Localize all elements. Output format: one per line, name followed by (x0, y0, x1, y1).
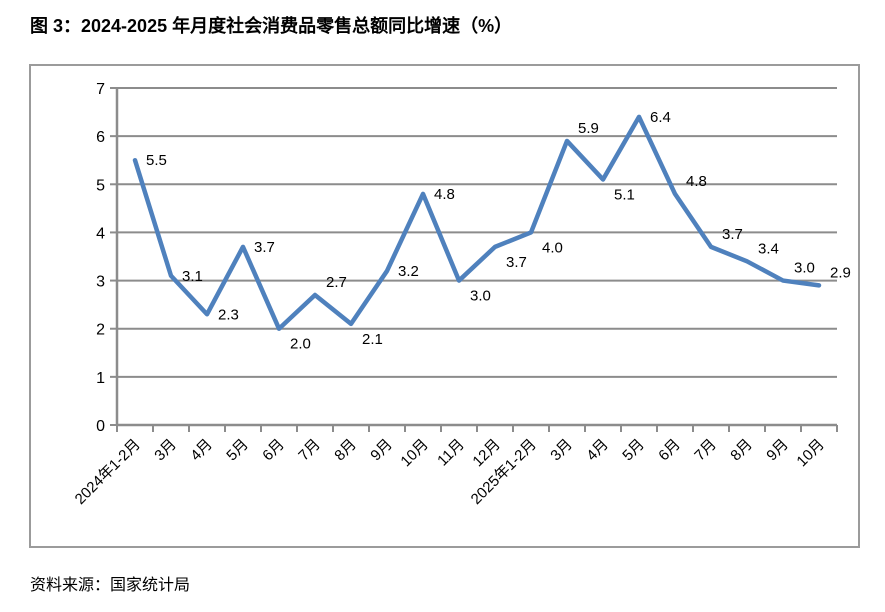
data-label: 2.1 (362, 331, 383, 348)
x-tick-label: 5月 (619, 436, 648, 465)
y-tick-label: 1 (96, 370, 105, 387)
data-label: 6.4 (650, 109, 671, 126)
x-tick-label: 5月 (223, 436, 252, 465)
x-tick-label: 9月 (367, 436, 396, 465)
data-label: 2.0 (290, 336, 311, 353)
line-series (132, 114, 822, 331)
x-tick-label: 3月 (547, 436, 576, 465)
data-label: 3.7 (722, 226, 743, 243)
y-tick-label: 2 (96, 322, 105, 339)
x-tick-label: 10月 (793, 436, 827, 470)
data-label: 4.8 (434, 186, 455, 203)
x-tick-label: 2024年1-2月 (72, 436, 144, 508)
data-label: 2.7 (326, 274, 347, 291)
x-tick-label: 2025年1-2月 (468, 436, 540, 508)
y-tick-label: 0 (96, 418, 105, 435)
y-tick-label: 3 (96, 274, 105, 291)
data-label: 4.0 (542, 239, 563, 256)
x-tick-label: 7月 (295, 436, 324, 465)
data-label: 2.3 (218, 306, 239, 323)
data-label: 3.2 (398, 263, 419, 280)
data-label: 5.9 (578, 120, 599, 137)
data-label: 4.8 (686, 173, 707, 190)
data-label: 5.1 (614, 186, 635, 203)
x-tick-label: 3月 (151, 436, 180, 465)
data-label: 3.0 (470, 288, 491, 305)
y-tick-label: 4 (96, 225, 105, 242)
x-tick-label: 10月 (397, 436, 431, 470)
data-label: 3.4 (758, 240, 779, 257)
x-tick-label: 7月 (691, 436, 720, 465)
source-note: 资料来源：国家统计局 (30, 577, 191, 594)
x-tick-label: 8月 (727, 436, 756, 465)
data-label: 3.7 (506, 254, 527, 271)
x-tick-label: 4月 (583, 436, 612, 465)
y-tick-label: 7 (96, 81, 105, 98)
data-label: 5.5 (146, 152, 167, 169)
x-tick-label: 9月 (763, 436, 792, 465)
data-label: 3.1 (182, 268, 203, 285)
data-label: 2.9 (830, 264, 851, 281)
x-tick-label: 8月 (331, 436, 360, 465)
x-tick-label: 4月 (187, 436, 216, 465)
data-label: 3.7 (254, 239, 275, 256)
chart-canvas: 0 1 2 3 4 5 6 7 2024年1-2月 3月 4月 5月 6月 7月 8月 9月 10月 11月 12月… (29, 64, 860, 548)
data-label: 3.0 (794, 260, 815, 277)
x-tick-label: 6月 (655, 436, 684, 465)
x-tick-label: 11月 (434, 436, 468, 470)
y-tick-label: 5 (96, 177, 105, 194)
y-tick-label: 6 (96, 129, 105, 146)
chart-title: 图 3：2024-2025 年月度社会消费品零售总额同比增速（%） (30, 16, 513, 36)
x-tick-label: 6月 (259, 436, 288, 465)
